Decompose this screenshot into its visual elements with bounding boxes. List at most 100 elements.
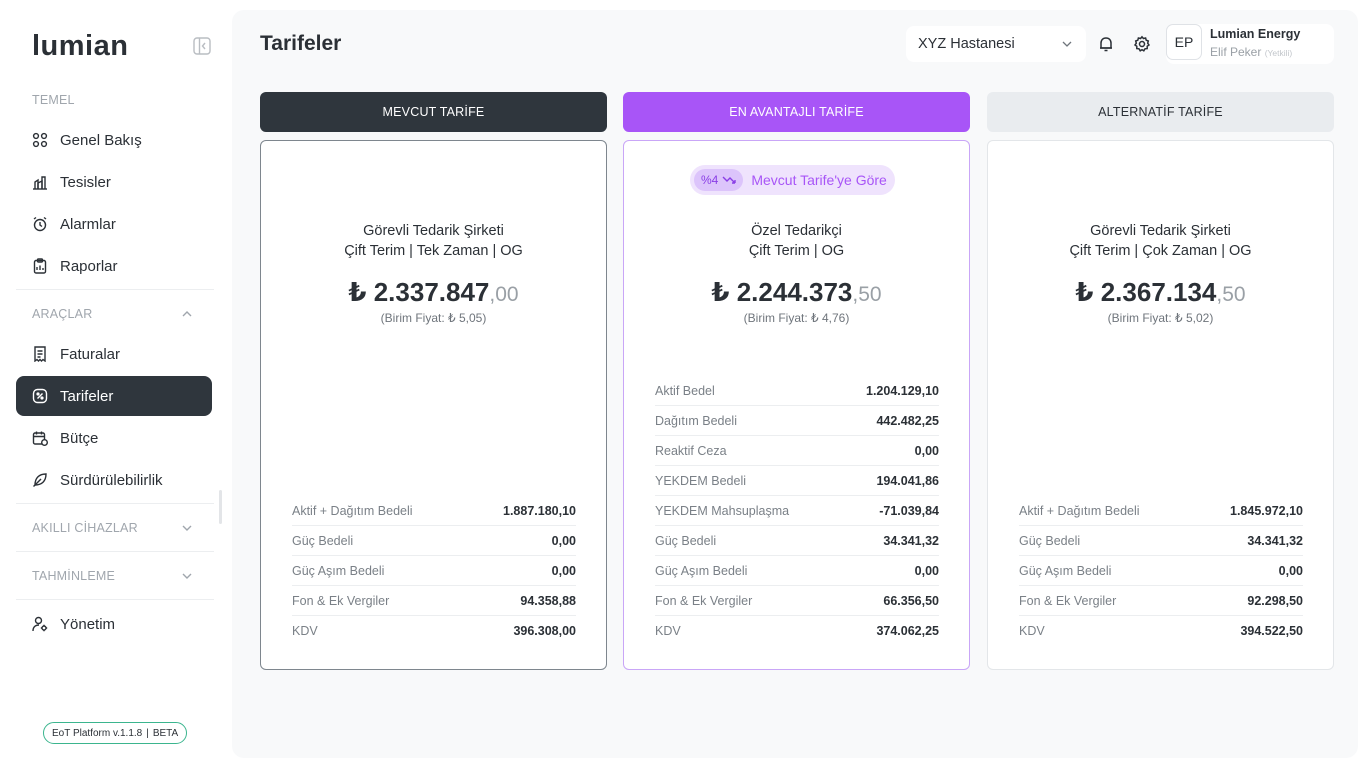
breakdown-row: Fon & Ek Vergiler 94.358,88 [292, 586, 576, 616]
sidebar-item-raporlar[interactable]: Raporlar [16, 246, 212, 286]
user-name: Elif Peker [1210, 45, 1262, 59]
main-panel: Tarifeler XYZ Hastanesi EP Lumian Energy… [232, 10, 1358, 758]
version-tag: BETA [152, 727, 179, 739]
row-value: 374.062,25 [876, 624, 939, 638]
row-value: 34.341,32 [1247, 533, 1303, 548]
breakdown-row: Fon & Ek Vergiler 66.356,50 [655, 586, 939, 616]
leaf-icon [32, 472, 48, 488]
divider [16, 599, 214, 600]
chevron-up-icon[interactable] [180, 307, 194, 321]
breakdown-row: Aktif + Dağıtım Bedeli 1.887.180,10 [292, 496, 576, 526]
price-main: 2.367.134 [1100, 277, 1217, 307]
user-settings-icon [32, 616, 48, 632]
tariff-card-alternative: Görevli Tedarik Şirketi Çift Terim | Çok… [987, 140, 1334, 670]
bell-icon[interactable] [1097, 35, 1115, 53]
sidebar-item-tarifeler[interactable]: Tarifeler [16, 376, 212, 416]
row-label: KDV [1019, 624, 1045, 638]
lumian-logo-icon: lumian [32, 30, 128, 60]
gear-icon[interactable] [1133, 35, 1151, 53]
row-value: 1.845.972,10 [1230, 503, 1303, 518]
price-decimal: ,00 [489, 283, 519, 306]
row-label: Güç Bedeli [655, 533, 717, 548]
savings-percent-value: %4 [701, 173, 719, 187]
breakdown-row: Güç Aşım Bedeli 0,00 [655, 556, 939, 586]
section-tahminleme[interactable]: TAHMİNLEME [32, 569, 116, 583]
calendar-money-icon [32, 430, 48, 446]
version-badge: EoT Platform v.1.1.8 | BETA [43, 722, 188, 744]
version-separator: | [146, 727, 149, 739]
row-value: 396.308,00 [513, 624, 576, 638]
receipt-icon [32, 346, 48, 362]
sidebar-item-label: Tarifeler [60, 387, 114, 405]
avatar[interactable]: EP [1166, 24, 1202, 60]
version-name: EoT Platform v.1.1.8 [52, 727, 143, 739]
chevron-down-icon[interactable] [180, 569, 194, 583]
supplier-name: Görevli Tedarik Şirketi [1090, 223, 1231, 239]
divider [16, 289, 214, 290]
trend-down-icon [722, 176, 737, 184]
row-label: Güç Bedeli [292, 533, 354, 548]
tariff-card-best: %4 Mevcut Tarife'ye Göre Özel Tedarikçi … [623, 140, 970, 670]
user-name-line: Elif Peker (Yetkili) [1210, 45, 1292, 59]
row-value: 0,00 [914, 563, 939, 578]
row-value: 92.298,50 [1247, 593, 1303, 608]
breakdown-row: KDV 374.062,25 [655, 616, 939, 646]
row-label: Güç Aşım Bedeli [655, 563, 748, 578]
supplier-name: Özel Tedarikçi [751, 223, 842, 239]
row-value: 0,00 [1278, 563, 1303, 578]
row-label: Aktif + Dağıtım Bedeli [292, 503, 413, 518]
row-value: 0,00 [551, 533, 576, 548]
tariff-card-current: Görevli Tedarik Şirketi Çift Terim | Tek… [260, 140, 607, 670]
sidebar-item-genel-bakis[interactable]: Genel Bakış [16, 120, 212, 160]
row-value: -71.039,84 [879, 503, 939, 518]
row-value: 394.522,50 [1240, 624, 1303, 638]
row-value: 194.041,86 [876, 473, 939, 488]
chevron-down-icon[interactable] [180, 521, 194, 535]
unit-price: (Birim Fiyat: ₺ 4,76) [743, 311, 850, 325]
collapse-sidebar-icon[interactable] [192, 36, 212, 56]
tariff-icon [32, 388, 48, 404]
tariff-type: Çift Terim | OG [748, 243, 845, 259]
sidebar-scrollbar[interactable] [219, 490, 222, 524]
tab-mevcut-tarife[interactable]: MEVCUT TARİFE [260, 92, 607, 132]
user-menu[interactable]: EP Lumian Energy Elif Peker (Yetkili) [1166, 24, 1334, 64]
section-akilli-cihazlar[interactable]: AKILLI CİHAZLAR [32, 521, 138, 535]
sidebar-item-tesisler[interactable]: Tesisler [16, 162, 212, 202]
sidebar-item-alarmlar[interactable]: Alarmlar [16, 204, 212, 244]
sidebar-item-butce[interactable]: Bütçe [16, 418, 212, 458]
row-label: Aktif Bedel [655, 383, 715, 398]
divider [16, 503, 214, 504]
row-label: Güç Bedeli [1019, 533, 1081, 548]
breakdown-row: Dağıtım Bedeli 442.482,25 [655, 406, 939, 436]
unit-price: (Birim Fiyat: ₺ 5,05) [380, 311, 487, 325]
facility-select[interactable]: XYZ Hastanesi [906, 26, 1086, 62]
sidebar-item-surdurulebilirlik[interactable]: Sürdürülebilirlik [16, 460, 212, 500]
breakdown-row: Güç Bedeli 0,00 [292, 526, 576, 556]
tariff-type: Çift Terim | Tek Zaman | OG [344, 243, 523, 259]
sidebar-item-label: Alarmlar [60, 215, 116, 233]
user-company: Lumian Energy [1210, 27, 1301, 41]
tab-en-avantajli-tarife[interactable]: EN AVANTAJLI TARİFE [623, 92, 970, 132]
factory-icon [32, 174, 48, 190]
sidebar: lumian TEMEL Genel Bakış Tesisler Alarml… [0, 0, 232, 768]
tab-alternatif-tarife[interactable]: ALTERNATİF TARİFE [987, 92, 1334, 132]
divider [16, 551, 214, 552]
row-label: Fon & Ek Vergiler [292, 593, 390, 608]
row-label: YEKDEM Bedeli [655, 473, 747, 488]
lumian-logo[interactable]: lumian [32, 30, 146, 60]
price-decimal: ,50 [1216, 283, 1246, 306]
row-label: KDV [292, 624, 318, 638]
row-label: Dağıtım Bedeli [655, 413, 737, 428]
section-araclar[interactable]: ARAÇLAR [32, 307, 93, 321]
price-main: 2.337.847 [373, 277, 490, 307]
cost-breakdown: Aktif + Dağıtım Bedeli 1.845.972,10 Güç B… [1019, 496, 1303, 646]
breakdown-row: YEKDEM Mahsuplaşma -71.039,84 [655, 496, 939, 526]
breakdown-row: KDV 396.308,00 [292, 616, 576, 646]
clipboard-icon [32, 258, 48, 274]
savings-percent: %4 [694, 169, 744, 191]
sidebar-item-faturalar[interactable]: Faturalar [16, 334, 212, 374]
price-decimal: ,50 [852, 283, 882, 306]
row-value: 66.356,50 [883, 593, 939, 608]
alarm-clock-icon [32, 216, 48, 232]
sidebar-item-yonetim[interactable]: Yönetim [16, 604, 212, 644]
